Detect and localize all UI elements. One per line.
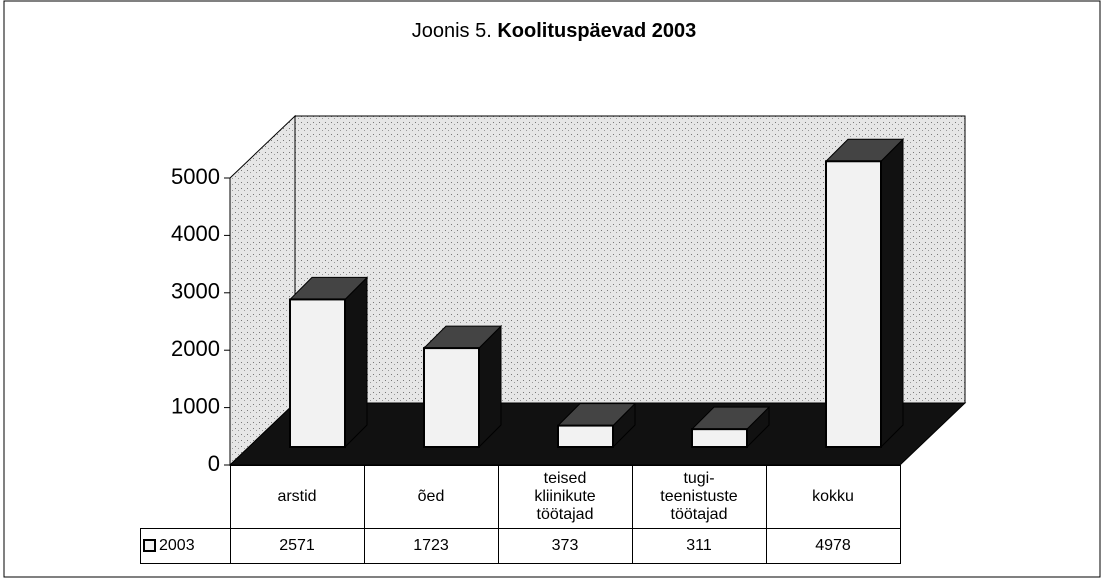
category-cell: teised kliinikute töötajad — [497, 465, 633, 529]
category-label: teised kliinikute töötajad — [534, 470, 596, 523]
category-cell: arstid — [229, 465, 365, 529]
legend-label: 2003 — [159, 537, 195, 554]
category-label: tugi-teenistuste töötajad — [660, 470, 738, 523]
bar — [691, 428, 748, 448]
value-cell: 373 — [497, 528, 633, 564]
value-cell: 311 — [631, 528, 767, 564]
y-tick-label: 2000 — [171, 336, 220, 361]
bar — [557, 424, 614, 449]
value-cell: 1723 — [363, 528, 499, 564]
chart-title: Joonis 5. Koolituspäevad 2003 — [412, 20, 697, 42]
category-label: kokku — [812, 488, 854, 505]
legend-cell: 2003 — [140, 528, 231, 564]
data-table: arstid õed teised kliinikute töötajad tugi-… — [140, 465, 901, 564]
category-cell: kokku — [765, 465, 901, 529]
value-row: 2003 2571 1723 373 311 4978 — [140, 528, 901, 564]
category-label: arstid — [277, 488, 317, 505]
category-cell: tugi-teenistuste töötajad — [631, 465, 767, 529]
bar-side — [344, 276, 368, 449]
y-tick-label: 0 — [208, 451, 220, 476]
header-row: arstid õed teised kliinikute töötajad tugi-… — [141, 465, 901, 529]
category-cell: õed — [363, 465, 499, 529]
bar — [825, 160, 882, 449]
category-label: õed — [417, 488, 445, 505]
bar — [423, 347, 480, 448]
bar-side — [880, 138, 904, 449]
y-tick-label: 5000 — [171, 164, 220, 189]
value-cell: 2571 — [229, 528, 365, 564]
chart-border — [3, 0, 1101, 578]
y-tick-label: 4000 — [171, 221, 220, 246]
legend-key — [143, 539, 156, 553]
bar — [289, 298, 346, 448]
y-tick-label: 3000 — [171, 279, 220, 304]
corner-cell — [141, 466, 231, 529]
value-cell: 4978 — [765, 528, 901, 564]
y-tick-label: 1000 — [171, 393, 220, 418]
